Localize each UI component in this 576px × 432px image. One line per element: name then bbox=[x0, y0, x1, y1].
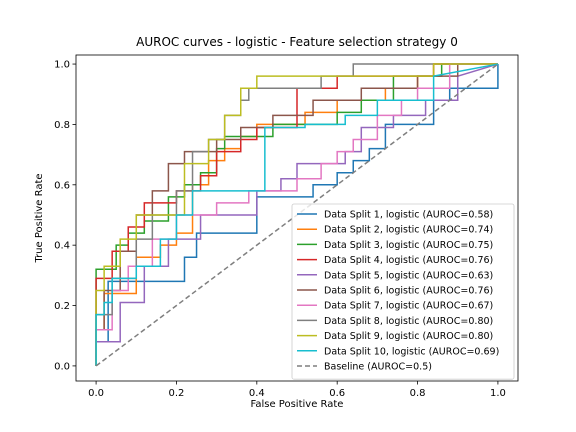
x-tick-label: 0.2 bbox=[169, 388, 185, 399]
y-tick-label: 1.0 bbox=[54, 60, 70, 71]
y-axis: 0.0 0.2 0.4 0.6 0.8 1.0 bbox=[54, 60, 76, 372]
chart-title: AUROC curves - logistic - Feature select… bbox=[136, 35, 458, 49]
x-tick-label: 0.0 bbox=[88, 388, 104, 399]
legend-label-split-10: Data Split 10, logistic (AUROC=0.69) bbox=[324, 346, 499, 357]
legend-label-split-6: Data Split 6, logistic (AUROC=0.76) bbox=[324, 286, 493, 297]
series-line-split-5 bbox=[95, 63, 499, 366]
legend-label-split-9: Data Split 9, logistic (AUROC=0.80) bbox=[324, 331, 493, 342]
legend: Data Split 1, logistic (AUROC=0.58) Data … bbox=[291, 203, 515, 380]
series-line-split-9 bbox=[95, 63, 498, 366]
legend-label-split-3: Data Split 3, logistic (AUROC=0.75) bbox=[324, 240, 493, 251]
x-tick-label: 0.4 bbox=[249, 388, 265, 399]
series-line-split-10 bbox=[95, 63, 499, 366]
x-tick-label: 1.0 bbox=[490, 388, 506, 399]
y-tick-label: 0.6 bbox=[54, 180, 70, 191]
y-tick-label: 0.0 bbox=[54, 361, 70, 372]
y-tick-label: 0.4 bbox=[54, 241, 70, 252]
legend-label-split-5: Data Split 5, logistic (AUROC=0.63) bbox=[324, 270, 493, 281]
legend-label-split-2: Data Split 2, logistic (AUROC=0.74) bbox=[324, 225, 493, 236]
series-line-split-1 bbox=[95, 64, 499, 366]
legend-box bbox=[291, 203, 515, 380]
legend-label-split-4: Data Split 4, logistic (AUROC=0.76) bbox=[324, 255, 493, 266]
x-tick-label: 0.6 bbox=[329, 388, 345, 399]
x-tick-label: 0.8 bbox=[410, 388, 426, 399]
x-axis: 0.0 0.2 0.4 0.6 0.8 1.0 bbox=[88, 381, 506, 399]
x-axis-title: False Positive Rate bbox=[251, 399, 344, 410]
y-axis-title: True Positive Rate bbox=[34, 173, 45, 263]
legend-label-split-7: Data Split 7, logistic (AUROC=0.67) bbox=[324, 301, 493, 312]
axes-frame bbox=[75, 54, 519, 382]
y-tick-label: 0.2 bbox=[54, 301, 70, 312]
legend-label-split-1: Data Split 1, logistic (AUROC=0.58) bbox=[324, 210, 493, 221]
y-tick-label: 0.8 bbox=[54, 120, 70, 131]
legend-label-split-8: Data Split 8, logistic (AUROC=0.80) bbox=[324, 316, 493, 327]
legend-label-baseline: Baseline (AUROC=0.5) bbox=[324, 362, 432, 373]
